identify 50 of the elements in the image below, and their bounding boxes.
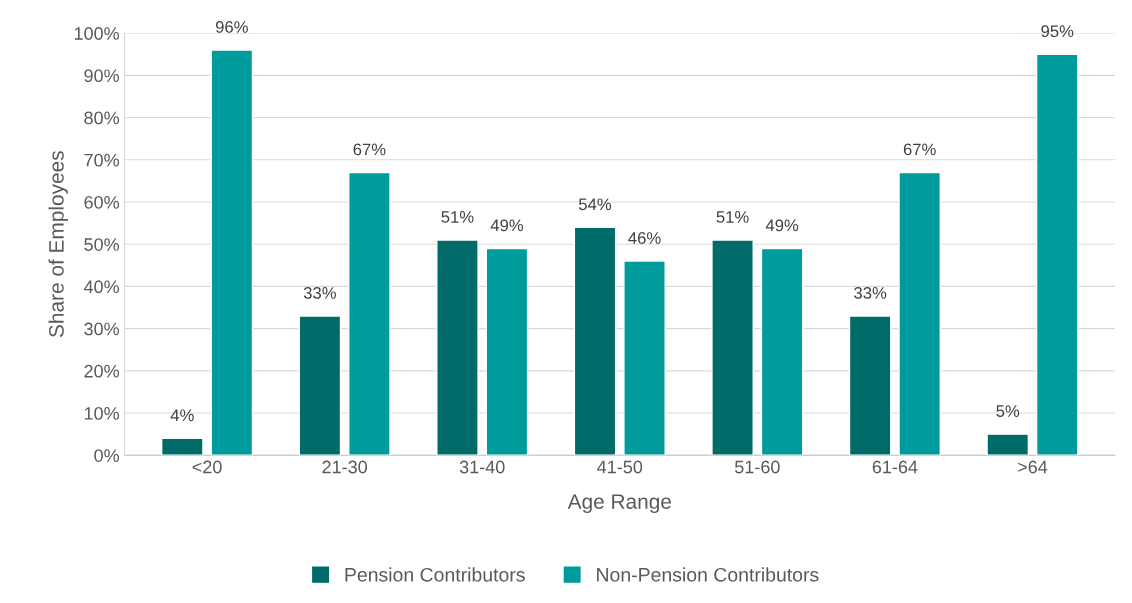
data-label: 49% — [490, 219, 524, 232]
bar — [485, 247, 529, 456]
bar — [711, 239, 754, 456]
data-label: 67% — [353, 143, 386, 156]
data-label: 96% — [215, 21, 248, 33]
x-tick-label: 61-64 — [872, 460, 918, 474]
bar — [573, 226, 617, 456]
legend-label: Non-Pension Contributors — [597, 567, 819, 582]
y-tick-label: 30% — [84, 322, 120, 336]
bar — [436, 239, 479, 456]
bar — [298, 315, 342, 456]
bar — [986, 433, 1030, 456]
y-tick-label: 20% — [84, 364, 120, 378]
data-label: 33% — [303, 286, 336, 299]
y-tick-label: 10% — [84, 406, 120, 420]
y-tick-label: 50% — [84, 238, 120, 251]
legend-label: Pension Contributors — [345, 567, 525, 582]
y-tick-label: 60% — [84, 195, 120, 209]
bar — [348, 171, 391, 456]
data-label: 51% — [716, 211, 749, 223]
bar — [623, 260, 666, 456]
data-label: 51% — [441, 211, 474, 223]
y-axis-title: Share of Employees — [48, 151, 68, 338]
y-tick-label: 100% — [74, 27, 120, 40]
data-label: 49% — [765, 219, 799, 232]
y-tick-label: 80% — [84, 111, 120, 125]
data-label: 5% — [996, 405, 1020, 417]
data-label: 33% — [854, 286, 887, 299]
bar — [160, 437, 204, 456]
data-label: 54% — [579, 198, 612, 211]
x-axis-title: Age Range — [567, 494, 671, 514]
bar — [898, 171, 942, 456]
data-label: 4% — [170, 409, 194, 422]
y-tick-label: 0% — [94, 449, 120, 462]
x-tick-label: 31-40 — [459, 460, 505, 474]
bar — [210, 49, 254, 456]
y-tick-label: 90% — [84, 69, 120, 83]
data-label: 67% — [903, 143, 936, 156]
x-tick-label: <20 — [192, 460, 222, 474]
bar — [1035, 53, 1079, 456]
y-tick-label: 40% — [83, 280, 120, 294]
x-tick-label: 51-60 — [734, 460, 780, 474]
data-label: 46% — [628, 232, 661, 244]
y-tick-label: 70% — [84, 153, 120, 167]
bar — [848, 315, 892, 456]
bar — [760, 247, 804, 456]
data-label: 95% — [1041, 25, 1074, 38]
x-tick-label: 21-30 — [322, 460, 368, 474]
x-tick-label: >64 — [1018, 460, 1048, 474]
x-tick-label: 41-50 — [597, 460, 643, 474]
